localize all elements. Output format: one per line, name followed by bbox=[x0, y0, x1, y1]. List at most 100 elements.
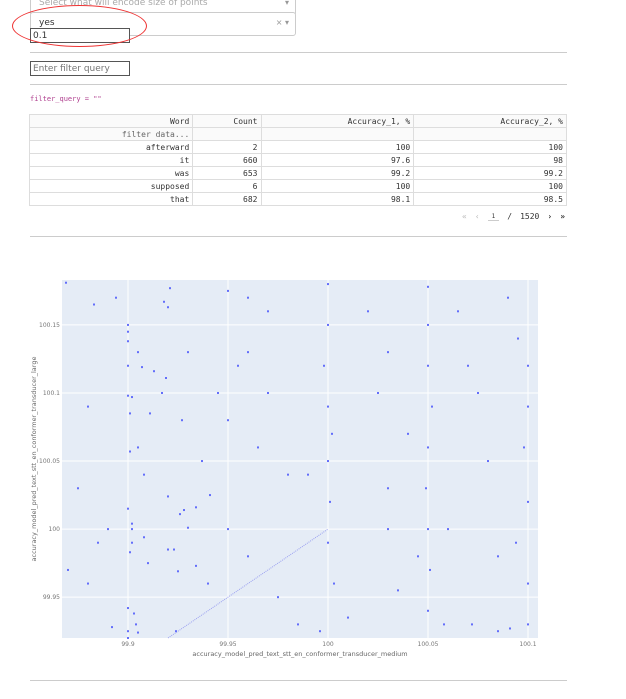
table-row: it 660 97.6 98 bbox=[28, 153, 567, 167]
data-point bbox=[127, 364, 129, 367]
data-point bbox=[427, 364, 429, 367]
data-point bbox=[417, 555, 419, 558]
column-header[interactable]: Count bbox=[192, 114, 262, 128]
table-cell[interactable]: 100 bbox=[413, 179, 567, 193]
data-point bbox=[329, 500, 331, 503]
data-point bbox=[147, 562, 149, 565]
data-point bbox=[87, 582, 89, 585]
last-page-button[interactable]: » bbox=[560, 212, 566, 221]
data-point bbox=[217, 391, 219, 394]
data-point bbox=[267, 391, 269, 394]
data-point bbox=[247, 555, 249, 558]
data-point bbox=[247, 296, 249, 299]
data-point bbox=[143, 536, 145, 539]
data-point bbox=[515, 541, 517, 544]
data-point bbox=[173, 548, 175, 551]
data-point bbox=[87, 405, 89, 408]
data-table: Word Count Accuracy_1, % Accuracy_2, % f… bbox=[28, 114, 567, 206]
filter-cell[interactable]: filter data... bbox=[28, 127, 194, 141]
caret-down-icon: ▾ bbox=[284, 18, 289, 27]
data-point bbox=[397, 589, 399, 592]
data-point bbox=[201, 460, 203, 463]
table-cell[interactable]: it bbox=[28, 153, 194, 167]
data-point bbox=[319, 630, 321, 633]
y-tick-label: 100.05 bbox=[39, 458, 60, 465]
data-point bbox=[427, 528, 429, 531]
page-separator: / bbox=[507, 212, 513, 221]
data-point bbox=[367, 310, 369, 313]
table-cell[interactable]: 98.5 bbox=[413, 192, 567, 206]
data-point bbox=[509, 627, 511, 630]
data-point bbox=[237, 364, 239, 367]
table-row: afterward 2 100 100 bbox=[28, 140, 567, 154]
filter-cell[interactable] bbox=[192, 127, 262, 141]
table-cell[interactable]: afterward bbox=[28, 140, 194, 154]
data-point bbox=[527, 582, 529, 585]
table-cell[interactable]: 100 bbox=[260, 179, 415, 193]
data-point bbox=[431, 405, 433, 408]
table-cell[interactable]: 653 bbox=[192, 166, 262, 180]
data-point bbox=[107, 528, 109, 531]
data-point bbox=[127, 630, 129, 633]
data-point bbox=[497, 555, 499, 558]
table-cell[interactable]: that bbox=[28, 192, 194, 206]
table-cell[interactable]: 97.6 bbox=[260, 153, 415, 167]
table-row: was 653 99.2 99.2 bbox=[28, 166, 567, 180]
filter-cell[interactable] bbox=[413, 127, 567, 141]
next-page-button[interactable]: › bbox=[547, 212, 553, 221]
first-page-button[interactable]: « bbox=[462, 212, 467, 221]
filter-query-text: filter_query = "" bbox=[30, 95, 102, 103]
data-point bbox=[181, 419, 183, 422]
data-point bbox=[327, 541, 329, 544]
table-cell[interactable]: supposed bbox=[28, 179, 194, 193]
data-point bbox=[127, 607, 129, 610]
data-point bbox=[277, 596, 279, 599]
table-cell[interactable]: 98 bbox=[413, 153, 567, 167]
data-point bbox=[527, 500, 529, 503]
data-point bbox=[527, 405, 529, 408]
x-tick-label: 100.1 bbox=[519, 641, 536, 648]
data-point bbox=[425, 487, 427, 490]
x-tick-label: 100.05 bbox=[418, 641, 439, 648]
clear-icon[interactable]: × bbox=[275, 18, 283, 27]
column-header[interactable]: Accuracy_2, % bbox=[413, 114, 567, 128]
column-header[interactable]: Word bbox=[28, 114, 194, 128]
table-cell[interactable]: 682 bbox=[192, 192, 262, 206]
table-cell[interactable]: 100 bbox=[260, 140, 415, 154]
data-point bbox=[129, 450, 131, 453]
filter-cell[interactable] bbox=[260, 127, 415, 141]
data-point bbox=[111, 626, 113, 629]
data-point bbox=[517, 337, 519, 340]
data-point bbox=[179, 513, 181, 516]
column-header[interactable]: Accuracy_1, % bbox=[260, 114, 415, 128]
data-point bbox=[131, 522, 133, 525]
data-point bbox=[187, 526, 189, 529]
table-cell[interactable]: 660 bbox=[192, 153, 262, 167]
data-point bbox=[331, 432, 333, 435]
data-point bbox=[177, 570, 179, 573]
table-cell[interactable]: 6 bbox=[192, 179, 262, 193]
data-point bbox=[135, 623, 137, 626]
table-cell[interactable]: 100 bbox=[413, 140, 567, 154]
total-pages: 1520 bbox=[520, 212, 540, 221]
data-point bbox=[141, 366, 143, 369]
data-point bbox=[65, 281, 67, 284]
table-cell[interactable]: 99.2 bbox=[413, 166, 567, 180]
data-point bbox=[127, 394, 129, 397]
table-cell[interactable]: 98.1 bbox=[260, 192, 415, 206]
data-point bbox=[97, 541, 99, 544]
table-cell[interactable]: 2 bbox=[192, 140, 262, 154]
page-input[interactable]: 1 bbox=[487, 213, 500, 221]
data-point bbox=[175, 630, 177, 633]
dropdown-placeholder: Select what will encode size of points bbox=[39, 0, 208, 8]
table-cell[interactable]: was bbox=[28, 166, 194, 180]
data-point bbox=[427, 609, 429, 612]
divider bbox=[30, 84, 567, 85]
data-point bbox=[195, 506, 197, 509]
data-point bbox=[169, 287, 171, 290]
data-point bbox=[387, 528, 389, 531]
table-cell[interactable]: 99.2 bbox=[260, 166, 415, 180]
filter-query-input[interactable] bbox=[30, 61, 130, 76]
prev-page-button[interactable]: ‹ bbox=[474, 212, 480, 221]
data-point bbox=[387, 351, 389, 354]
